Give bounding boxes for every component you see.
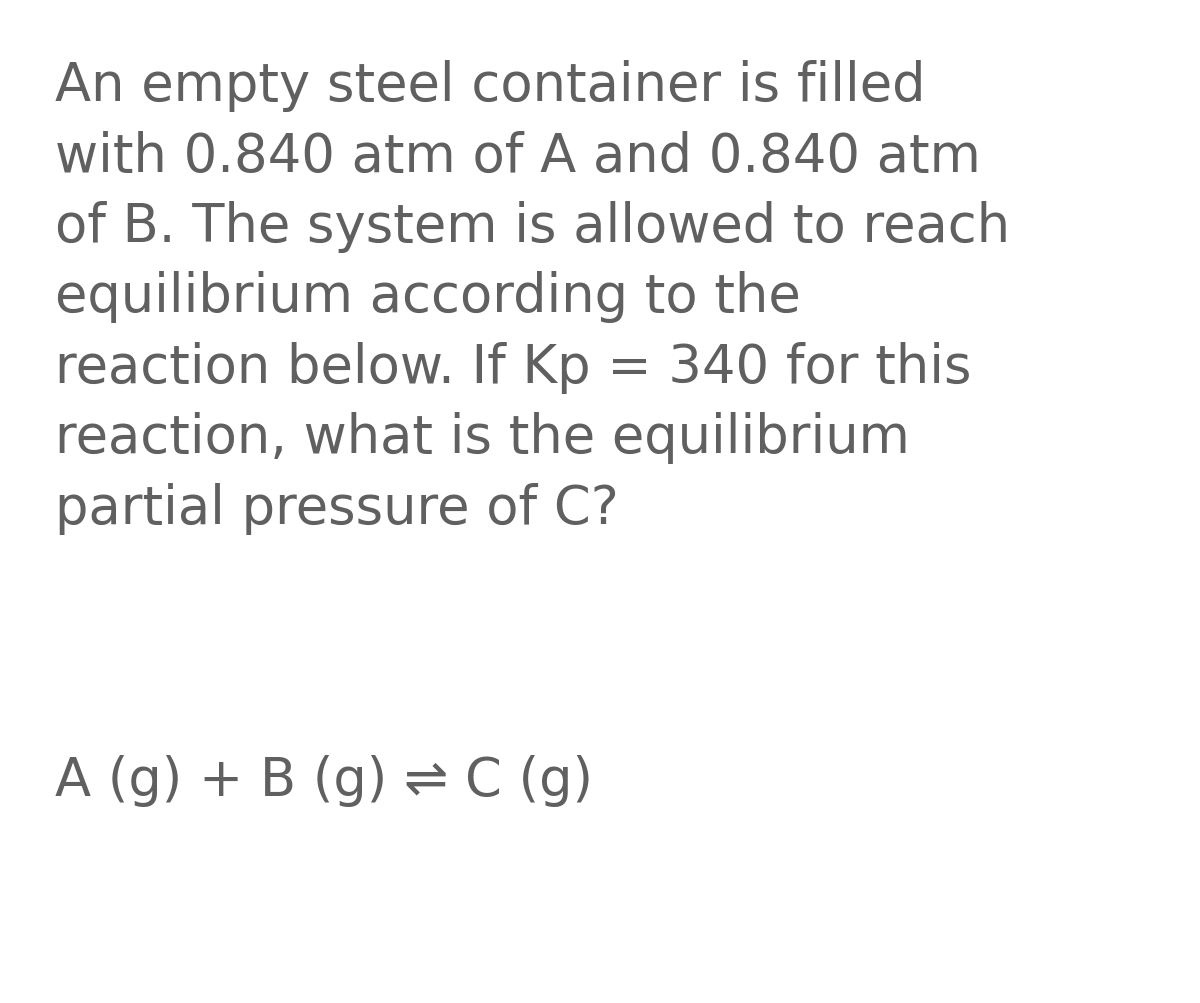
Text: A (g) + B (g) ⇌ C (g): A (g) + B (g) ⇌ C (g) bbox=[55, 754, 593, 806]
Text: An empty steel container is filled
with 0.840 atm of A and 0.840 atm
of B. The s: An empty steel container is filled with … bbox=[55, 60, 1010, 535]
